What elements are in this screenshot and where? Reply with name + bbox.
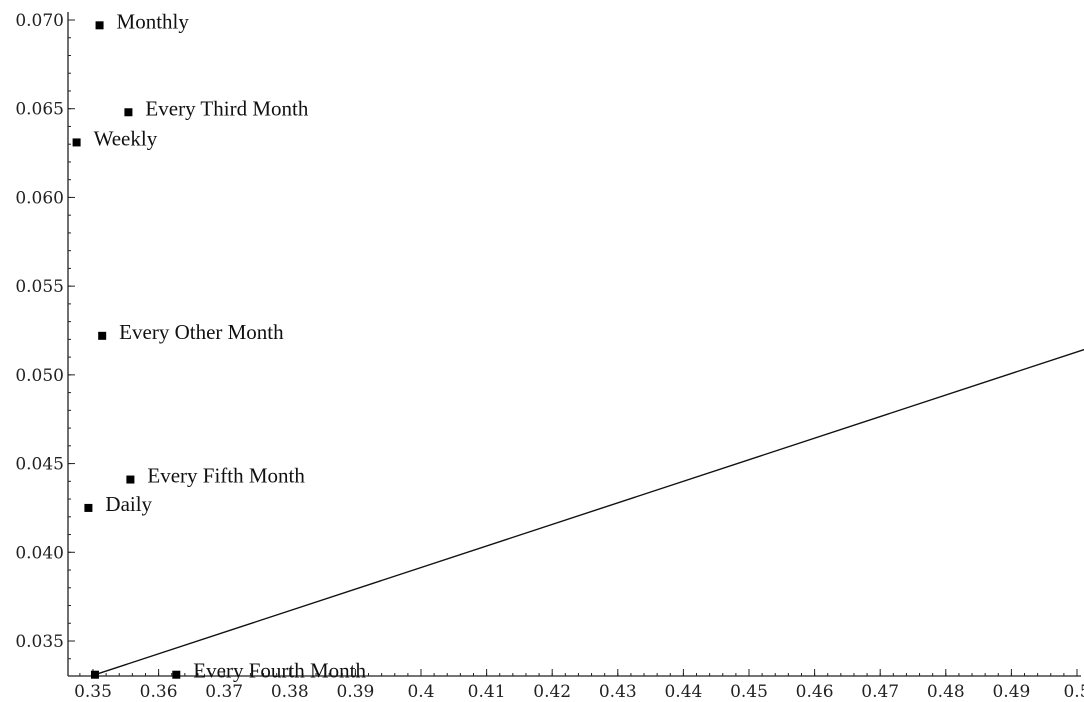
x-tick-label: 0.47 — [861, 682, 899, 702]
x-tick-label: 0.44 — [664, 682, 702, 702]
y-tick-label: 0.050 — [15, 366, 64, 386]
y-tick-label: 0.060 — [15, 188, 64, 208]
x-tick-label: 0.45 — [730, 682, 768, 702]
x-tick-label: 0.4 — [407, 682, 434, 702]
x-tick-label: 0.35 — [74, 682, 112, 702]
point-label: Every Fourth Month — [193, 659, 366, 683]
data-point — [172, 670, 181, 679]
point-label: Weekly — [94, 126, 158, 150]
series-line — [94, 348, 1084, 676]
x-tick-label: 0.36 — [140, 682, 178, 702]
x-tick-label: 0.49 — [992, 682, 1030, 702]
data-point — [84, 503, 93, 512]
x-axis-ticks: 0.35 0.36 0.37 0.38 0.39 0.4 0.41 0.42 0.43 0.44 0… — [74, 669, 1084, 702]
point-label: Monthly — [117, 9, 190, 33]
point-label: Every Other Month — [119, 320, 284, 344]
series-line-group — [94, 348, 1084, 676]
data-point — [95, 21, 104, 30]
y-tick-label: 0.045 — [15, 455, 64, 475]
x-tick-label: 0.48 — [927, 682, 965, 702]
y-axis-ticks: 0.035 0.040 0.045 0.050 0.055 0.060 0.065 0.070 — [15, 11, 75, 660]
y-tick-label: 0.065 — [15, 100, 64, 120]
y-tick-label: 0.055 — [15, 277, 64, 297]
x-tick-label: 0.46 — [796, 682, 834, 702]
data-point — [98, 331, 107, 340]
x-tick-label: 0.38 — [271, 682, 309, 702]
y-tick-label: 0.040 — [15, 543, 64, 563]
data-point — [72, 138, 81, 147]
point-labels: Monthly Every Third Month Weekly Every Othe… — [94, 9, 367, 682]
point-label: Every Fifth Month — [147, 464, 305, 488]
point-label: Every Third Month — [145, 96, 308, 120]
y-tick-label: 0.070 — [15, 11, 64, 31]
data-point — [124, 108, 133, 117]
data-points — [72, 21, 181, 679]
x-tick-label: 0.5 — [1063, 682, 1084, 702]
data-point — [90, 670, 99, 679]
point-label: Daily — [105, 492, 152, 516]
x-tick-label: 0.41 — [468, 682, 506, 702]
data-point — [126, 475, 135, 484]
x-tick-label: 0.42 — [533, 682, 571, 702]
y-tick-label: 0.035 — [15, 632, 64, 652]
x-tick-label: 0.37 — [205, 682, 243, 702]
x-tick-label: 0.43 — [599, 682, 637, 702]
x-tick-label: 0.39 — [336, 682, 374, 702]
